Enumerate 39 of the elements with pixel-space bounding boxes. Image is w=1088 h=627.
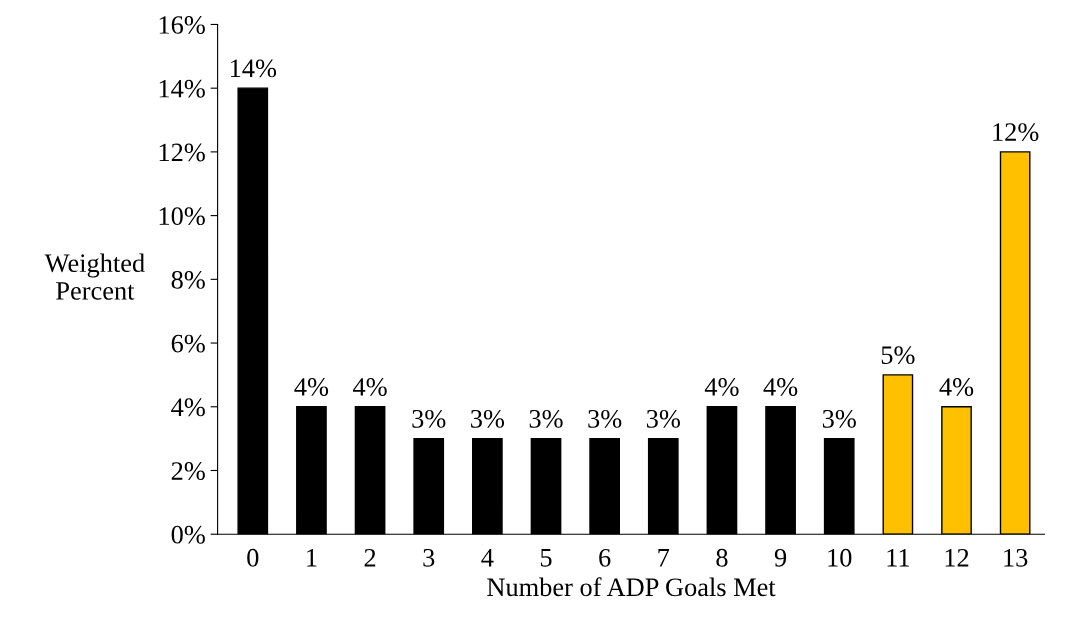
data-label: 3% bbox=[646, 409, 680, 428]
x-tick-label: 1 bbox=[307, 548, 317, 567]
y-tick-label: 4% bbox=[171, 398, 205, 417]
x-tick-label: 5 bbox=[540, 549, 552, 567]
data-label: 4% bbox=[294, 378, 329, 396]
x-tick-label: 9 bbox=[774, 548, 787, 567]
y-tick-label: 10% bbox=[159, 207, 205, 226]
x-axis-title: Number of ADP Goals Met bbox=[487, 577, 776, 597]
x-tick-label: 7 bbox=[658, 549, 670, 567]
y-tick-label: 0% bbox=[171, 525, 205, 544]
data-label: 4% bbox=[353, 378, 387, 396]
data-label: 4% bbox=[939, 378, 974, 396]
x-tick-label: 12 bbox=[945, 548, 969, 567]
data-label: 3% bbox=[588, 409, 622, 428]
y-tick-label: 14% bbox=[159, 79, 205, 98]
data-label: 3% bbox=[529, 409, 563, 428]
data-label: 3% bbox=[822, 409, 856, 428]
y-tick-label: 2% bbox=[171, 462, 205, 480]
data-label: 4% bbox=[704, 378, 739, 396]
data-label: 3% bbox=[471, 409, 505, 428]
x-tick-label: 2 bbox=[364, 548, 376, 567]
data-label: 12% bbox=[993, 123, 1039, 142]
x-tick-label: 0 bbox=[247, 548, 259, 567]
x-tick-label: 8 bbox=[716, 548, 728, 567]
data-label: 14% bbox=[230, 59, 277, 78]
x-tick-label: 13 bbox=[1004, 548, 1028, 567]
y-axis-title: Weighted Percent bbox=[44, 253, 145, 300]
y-tick-label: 16% bbox=[159, 16, 205, 34]
x-tick-label: 6 bbox=[599, 548, 611, 567]
data-label: 4% bbox=[763, 378, 798, 396]
x-tick-label: 4 bbox=[481, 549, 494, 567]
y-tick-label: 12% bbox=[159, 143, 205, 162]
y-tick-label: 6% bbox=[171, 334, 205, 353]
data-label: 3% bbox=[412, 409, 446, 428]
x-tick-label: 3 bbox=[423, 548, 435, 567]
x-tick-label: 11 bbox=[887, 548, 909, 567]
y-tick-label: 8% bbox=[171, 270, 205, 289]
data-label: 5% bbox=[881, 346, 915, 365]
x-tick-label: 10 bbox=[828, 548, 852, 567]
